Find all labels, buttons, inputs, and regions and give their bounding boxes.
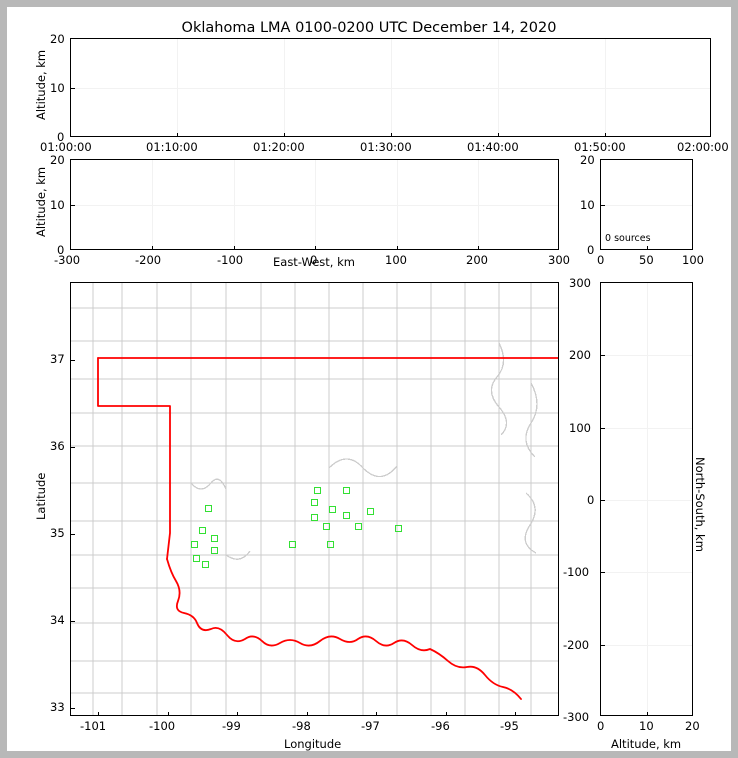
map-xtick-m98: -98 bbox=[292, 719, 311, 733]
map-geography bbox=[71, 283, 558, 715]
hist-xtick-50: 50 bbox=[639, 253, 654, 267]
lma-source-marker bbox=[202, 561, 209, 568]
ns-ylabel: North-South, km bbox=[693, 457, 707, 552]
lma-source-marker bbox=[191, 541, 198, 548]
hist-xtick-0: 0 bbox=[597, 253, 605, 267]
ew-height-ylabel: Altitude, km bbox=[34, 166, 48, 237]
time-height-ylabel: Altitude, km bbox=[34, 49, 48, 120]
map-xlabel: Longitude bbox=[284, 737, 342, 751]
lma-source-marker bbox=[329, 506, 336, 513]
ew-height-xtick-100: 100 bbox=[385, 253, 407, 267]
ns-ytick-m300: -300 bbox=[563, 710, 590, 724]
ns-ytick-0: 0 bbox=[587, 493, 595, 507]
time-height-xtick-3: 01:30:00 bbox=[360, 140, 412, 154]
ew-height-ytick-10: 10 bbox=[50, 198, 65, 212]
time-height-ytick-20: 20 bbox=[50, 32, 65, 46]
ew-height-xtick-m200: -200 bbox=[135, 253, 162, 267]
ns-ytick-300: 300 bbox=[569, 276, 591, 290]
map-ytick-36: 36 bbox=[50, 439, 65, 453]
ns-ytick-m100: -100 bbox=[563, 565, 590, 579]
altitude-histogram-plot-area[interactable] bbox=[600, 159, 693, 250]
lma-source-marker bbox=[323, 523, 330, 530]
time-height-plot-area[interactable] bbox=[70, 38, 711, 137]
lma-source-marker bbox=[211, 547, 218, 554]
time-height-xtick-1: 01:10:00 bbox=[146, 140, 198, 154]
source-count-annotation: 0 sources bbox=[605, 233, 651, 244]
hist-ytick-20: 20 bbox=[580, 153, 595, 167]
figure-canvas: Oklahoma LMA 0100-0200 UTC December 14, … bbox=[7, 7, 731, 751]
lma-source-marker bbox=[211, 535, 218, 542]
lma-source-marker bbox=[205, 505, 212, 512]
map-ytick-37: 37 bbox=[50, 352, 65, 366]
ew-height-ytick-0: 0 bbox=[57, 243, 65, 257]
lma-source-marker bbox=[395, 525, 402, 532]
lma-source-marker bbox=[193, 555, 200, 562]
map-xtick-m100: -100 bbox=[149, 719, 176, 733]
time-height-ytick-10: 10 bbox=[50, 81, 65, 95]
map-xtick-m97: -97 bbox=[361, 719, 380, 733]
lma-source-marker bbox=[311, 514, 318, 521]
ew-height-xtick-300: 300 bbox=[548, 253, 570, 267]
map-ytick-33: 33 bbox=[50, 700, 65, 714]
map-xtick-m95: -95 bbox=[500, 719, 519, 733]
map-xtick-m96: -96 bbox=[431, 719, 450, 733]
map-xtick-m99: -99 bbox=[222, 719, 241, 733]
lma-source-marker bbox=[199, 527, 206, 534]
time-height-xtick-2: 01:20:00 bbox=[253, 140, 305, 154]
map-ylabel: Latitude bbox=[34, 472, 48, 520]
time-height-ytick-0: 0 bbox=[57, 130, 65, 144]
ns-xtick-20: 20 bbox=[685, 719, 700, 733]
time-height-xtick-0: 01:00:00 bbox=[40, 140, 92, 154]
hist-ytick-0: 0 bbox=[587, 243, 595, 257]
ew-height-xtick-m300: -300 bbox=[54, 253, 81, 267]
ns-ytick-m200: -200 bbox=[563, 638, 590, 652]
lma-source-marker bbox=[355, 523, 362, 530]
ew-height-xtick-0: 0 bbox=[310, 253, 318, 267]
map-ytick-34: 34 bbox=[50, 613, 65, 627]
ew-height-xtick-200: 200 bbox=[466, 253, 488, 267]
lma-source-marker bbox=[343, 487, 350, 494]
time-height-xtick-4: 01:40:00 bbox=[467, 140, 519, 154]
lma-source-marker bbox=[367, 508, 374, 515]
map-ytick-35: 35 bbox=[50, 526, 65, 540]
lma-source-marker bbox=[311, 499, 318, 506]
ns-xtick-0: 0 bbox=[597, 719, 605, 733]
lma-source-marker bbox=[314, 487, 321, 494]
map-xtick-m101: -101 bbox=[80, 719, 107, 733]
north-south-height-plot-area[interactable] bbox=[600, 282, 693, 716]
time-height-xtick-5: 01:50:00 bbox=[574, 140, 626, 154]
ew-height-xtick-m100: -100 bbox=[217, 253, 244, 267]
hist-xtick-100: 100 bbox=[682, 253, 704, 267]
figure-title: Oklahoma LMA 0100-0200 UTC December 14, … bbox=[181, 20, 557, 36]
ew-height-ytick-20: 20 bbox=[50, 153, 65, 167]
plan-view-map-plot-area[interactable] bbox=[70, 282, 559, 716]
ns-xlabel: Altitude, km bbox=[611, 737, 682, 751]
lma-source-marker bbox=[289, 541, 296, 548]
east-west-height-plot-area[interactable] bbox=[70, 159, 559, 250]
lma-source-marker bbox=[343, 512, 350, 519]
ns-ytick-100: 100 bbox=[569, 421, 591, 435]
lma-source-marker bbox=[327, 541, 334, 548]
time-height-xtick-6: 02:00:00 bbox=[677, 140, 729, 154]
ns-xtick-10: 10 bbox=[639, 719, 654, 733]
hist-ytick-10: 10 bbox=[580, 198, 595, 212]
ns-ytick-200: 200 bbox=[569, 348, 591, 362]
ew-height-xlabel: East-West, km bbox=[273, 255, 355, 269]
